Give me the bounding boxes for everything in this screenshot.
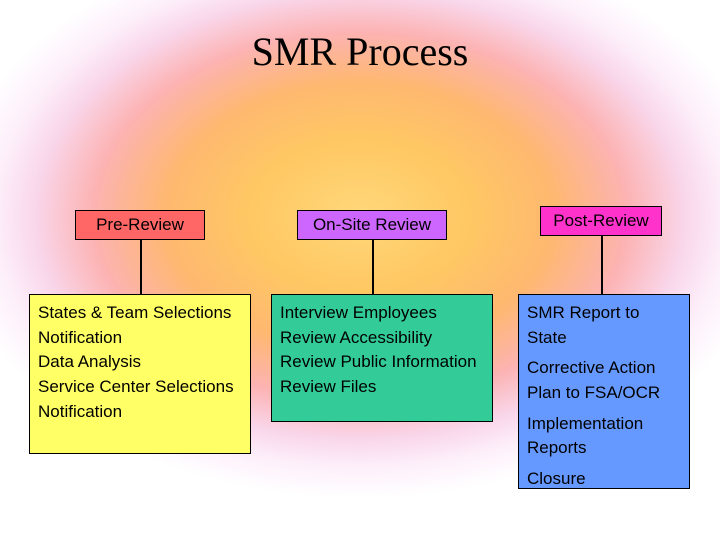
detail-box-pre-review: States & Team SelectionsNotificationData… [29, 294, 251, 454]
detail-item: Data Analysis [38, 350, 242, 375]
detail-item: Interview Employees [280, 301, 484, 326]
phase-box-post-review: Post-Review [540, 206, 662, 236]
detail-item: Review Files [280, 375, 484, 400]
detail-item: Notification [38, 326, 242, 351]
detail-item: SMR Report to State [527, 301, 681, 350]
detail-item: Corrective Action Plan to FSA/OCR [527, 356, 681, 405]
detail-box-post-review: SMR Report to State Corrective Action Pla… [518, 294, 690, 489]
connector-pre [140, 240, 142, 294]
phase-label-pre: Pre-Review [96, 215, 184, 235]
connector-onsite [372, 240, 374, 294]
detail-item: Notification [38, 400, 242, 425]
phase-label-post: Post-Review [553, 211, 648, 231]
detail-item: Review Accessibility [280, 326, 484, 351]
detail-item: Closure [527, 467, 681, 492]
phase-box-pre-review: Pre-Review [75, 210, 205, 240]
connector-post [601, 236, 603, 294]
detail-item: Service Center Selections [38, 375, 242, 400]
phase-box-onsite-review: On-Site Review [297, 210, 447, 240]
detail-box-onsite-review: Interview EmployeesReview AccessibilityR… [271, 294, 493, 422]
phase-label-onsite: On-Site Review [313, 215, 431, 235]
detail-item: Implementation Reports [527, 412, 681, 461]
detail-item: States & Team Selections [38, 301, 242, 326]
page-title: SMR Process [0, 28, 720, 75]
detail-item: Review Public Information [280, 350, 484, 375]
